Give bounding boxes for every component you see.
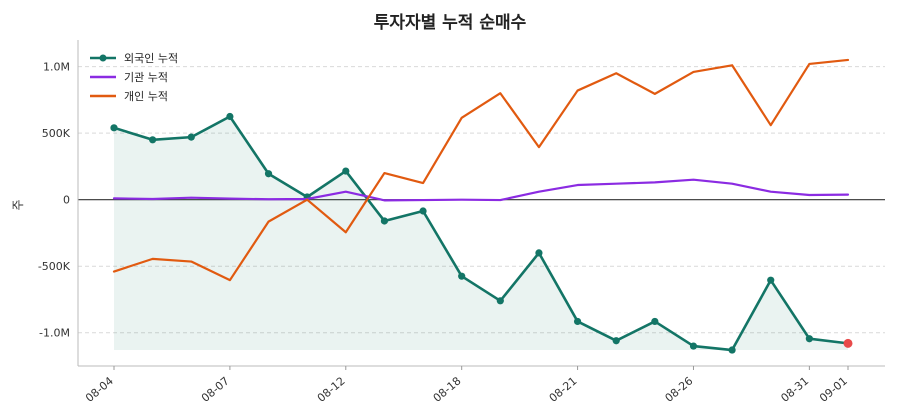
y-tick-label: 0	[63, 194, 70, 207]
legend-marker	[99, 54, 107, 62]
data-point	[573, 317, 582, 326]
x-tick-label: 08-07	[199, 374, 232, 405]
x-tick-label: 09-01	[817, 374, 850, 405]
x-tick-label: 08-04	[83, 374, 116, 405]
series-layer	[110, 58, 853, 354]
chart-title: 투자자별 누적 순매수	[373, 13, 527, 33]
legend-label: 개인 누적	[124, 90, 168, 103]
y-tick-label: -1.0M	[39, 327, 70, 340]
last-point-marker	[843, 338, 853, 348]
y-tick-label: 500K	[42, 127, 71, 140]
data-point	[187, 133, 195, 141]
data-point	[342, 167, 350, 175]
y-tick-label: -500K	[38, 260, 71, 273]
legend-label: 외국인 누적	[124, 52, 178, 65]
data-point	[728, 346, 736, 354]
data-point	[149, 136, 157, 144]
x-tick-label: 08-12	[315, 374, 348, 405]
data-point	[226, 112, 234, 121]
data-point	[264, 170, 273, 178]
data-point	[419, 207, 427, 215]
legend-label: 기관 누적	[124, 71, 168, 84]
data-point	[767, 276, 775, 284]
data-point	[651, 317, 659, 326]
series-line	[112, 115, 850, 352]
data-point	[110, 124, 118, 132]
data-point	[458, 272, 466, 280]
data-point	[496, 297, 504, 305]
grid-layer	[78, 66, 885, 334]
series-line	[112, 58, 850, 282]
series-line	[112, 178, 850, 202]
x-tick-label: 08-21	[547, 374, 580, 405]
data-point	[535, 249, 543, 257]
data-point	[805, 335, 813, 343]
x-tick-label: 08-31	[778, 374, 811, 405]
data-point	[380, 217, 389, 225]
x-tick-label: 08-18	[431, 374, 464, 405]
y-tick-label: 1.0M	[43, 61, 70, 74]
x-tick-label: 08-26	[663, 374, 696, 405]
data-point	[689, 342, 698, 350]
y-axis-label: 주	[11, 199, 25, 210]
data-point	[612, 337, 620, 345]
series-fill-area	[114, 116, 848, 351]
